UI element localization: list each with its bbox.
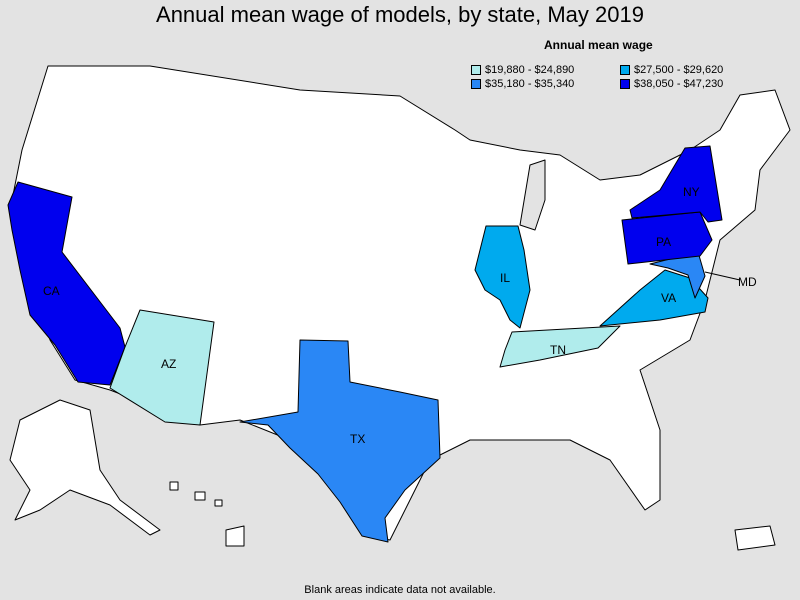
md-leader-line [704, 271, 741, 281]
lake-michigan [519, 159, 546, 231]
legend-item-3: $35,180 - $35,340 [471, 78, 574, 90]
legend-label-2: $27,500 - $29,620 [634, 64, 724, 76]
label-pa: PA [656, 235, 671, 249]
legend-swatch-1 [471, 65, 481, 75]
state-tx[interactable] [239, 339, 441, 543]
legend-item-2: $27,500 - $29,620 [620, 64, 723, 76]
legend-item-4: $38,050 - $47,230 [620, 78, 723, 90]
label-ny: NY [683, 185, 700, 199]
map-title: Annual mean wage of models, by state, Ma… [156, 2, 644, 27]
label-ca: CA [43, 284, 60, 298]
label-il: IL [500, 271, 510, 285]
legend-swatch-3 [471, 79, 481, 89]
legend-item-1: $19,880 - $24,890 [471, 64, 574, 76]
legend-label-4: $38,050 - $47,230 [634, 78, 724, 90]
label-tn: TN [550, 343, 566, 357]
footnote: Blank areas indicate data not available. [304, 584, 496, 596]
state-ca[interactable] [7, 181, 126, 386]
state-az[interactable] [109, 309, 215, 426]
alaska [9, 399, 161, 536]
legend-swatch-2 [620, 65, 630, 75]
state-ny[interactable] [629, 145, 723, 223]
legend-title: Annual mean wage [544, 38, 653, 52]
state-tn[interactable] [499, 325, 621, 368]
label-va: VA [661, 291, 676, 305]
hawaii [169, 481, 245, 547]
label-az: AZ [161, 357, 176, 371]
legend-label-3: $35,180 - $35,340 [485, 78, 575, 90]
state-il[interactable] [474, 225, 531, 329]
legend-swatch-4 [620, 79, 630, 89]
label-tx: TX [350, 432, 365, 446]
legend-label-1: $19,880 - $24,890 [485, 64, 575, 76]
puerto-rico [734, 525, 776, 551]
label-md: MD [738, 275, 757, 289]
